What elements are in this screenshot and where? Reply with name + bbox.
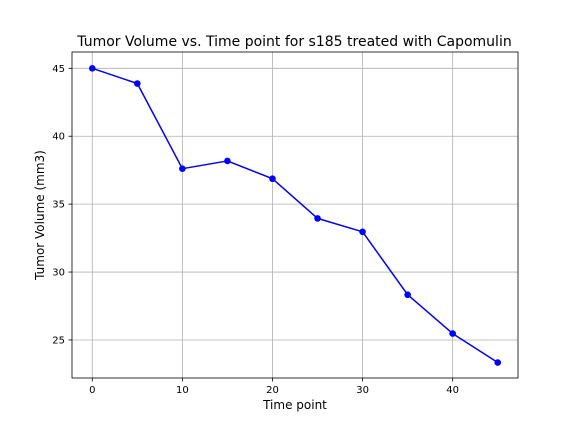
chart-title: Tumor Volume vs. Time point for s185 tre… [76,34,511,50]
data-point-marker [179,165,186,172]
x-tick-label: 0 [89,385,95,396]
data-point-marker [449,330,456,337]
x-axis-label: Time point [262,398,327,412]
x-tick-label: 30 [356,385,369,396]
y-tick-label: 45 [52,64,65,75]
grid-lines [72,52,518,378]
y-axis-label: Tumor Volume (mm3) [33,150,47,281]
x-tick-label: 40 [446,385,459,396]
data-point-marker [494,359,502,366]
data-point-marker [224,157,231,165]
x-tick-label: 20 [266,385,279,396]
plot-area-frame [71,51,519,379]
data-point-marker [404,291,411,299]
axis-ticks: 0 10 20 30 40 25 30 35 40 45 [52,64,459,396]
y-tick-label: 25 [52,335,65,346]
data-point-marker [359,228,366,236]
data-point-marker [269,175,276,183]
x-tick-label: 10 [176,385,189,396]
data-point-marker [314,215,321,222]
data-point-marker [88,65,96,72]
y-tick-label: 35 [52,200,65,211]
series-layer [88,65,502,366]
y-tick-label: 30 [52,268,65,279]
series-line [92,67,499,364]
data-point-marker [134,80,141,87]
y-tick-label: 40 [52,132,65,143]
